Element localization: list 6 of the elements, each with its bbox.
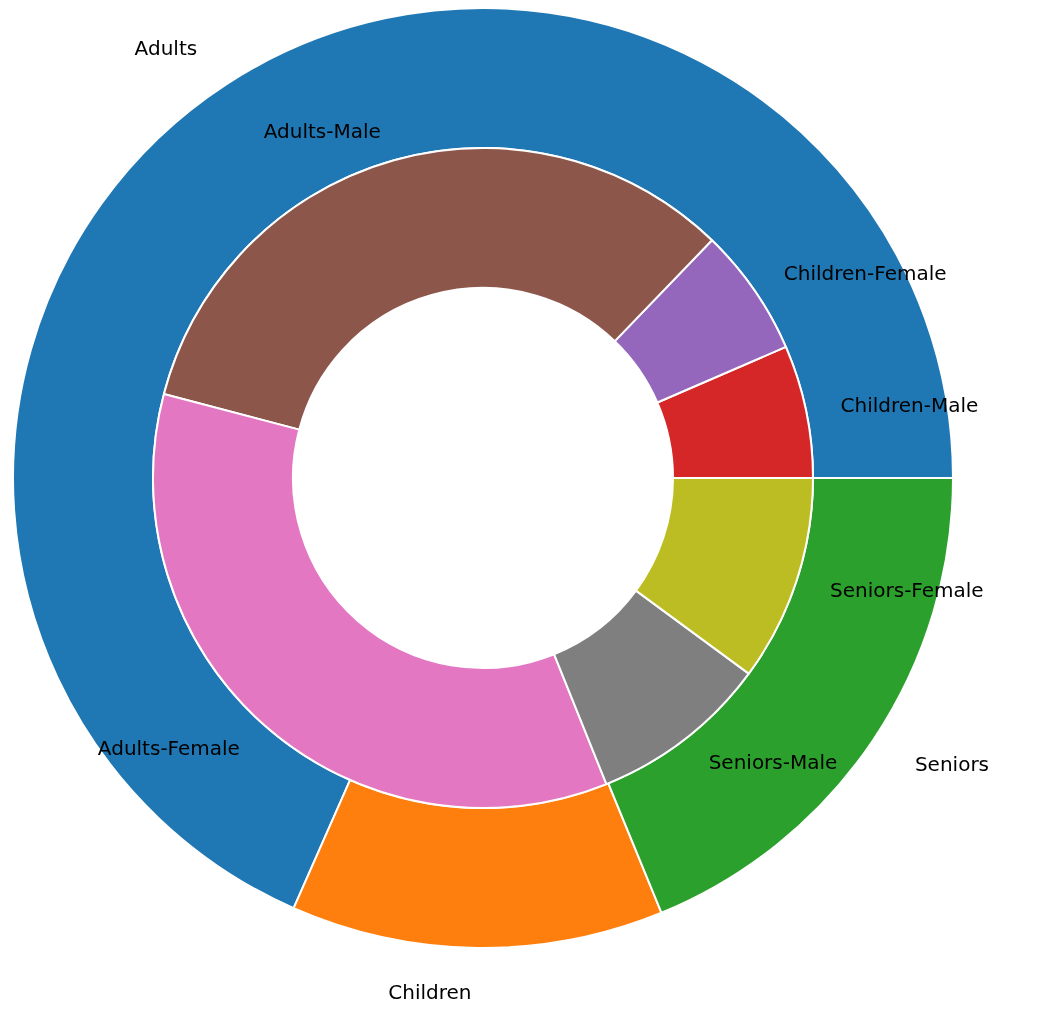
slice-label: Adults-Male — [263, 119, 381, 144]
slice-label: Seniors — [914, 752, 990, 777]
slice-label: Children — [388, 979, 472, 1004]
slice-label: Seniors-Male — [708, 750, 838, 775]
slice-label: Adults — [134, 35, 198, 60]
slice-label: Adults-Female — [97, 736, 240, 761]
